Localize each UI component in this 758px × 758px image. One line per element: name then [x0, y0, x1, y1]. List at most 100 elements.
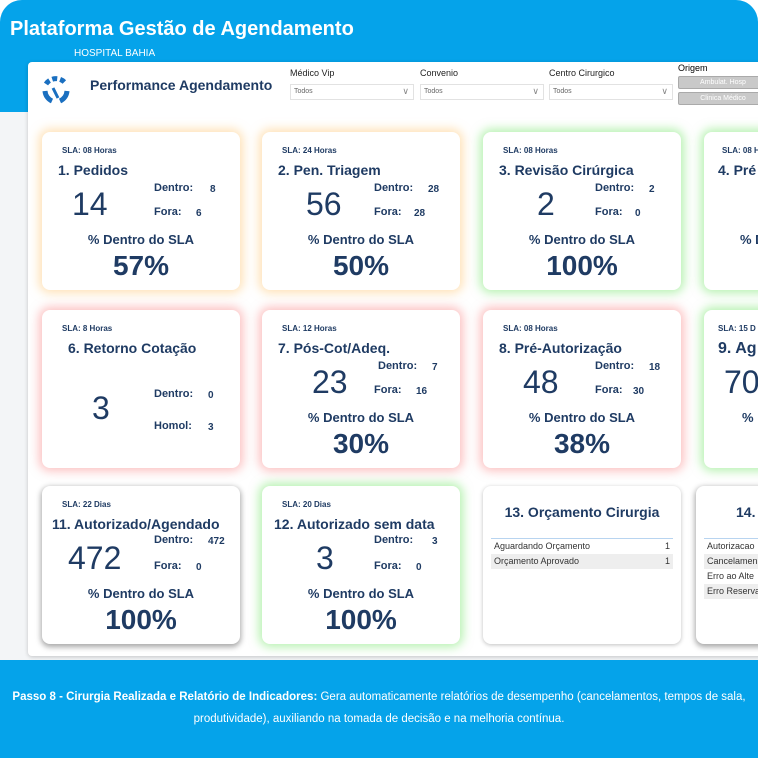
card-text: 6 [196, 208, 202, 219]
card-text: 38% [553, 428, 611, 459]
card-text: Dentro: [595, 360, 635, 372]
card-text: SLA: 08 H [722, 146, 758, 155]
card-text: 8. Pré-Autorização [499, 340, 622, 356]
dashboard-panel: Performance Agendamento Médico Vip Todos ∨… [28, 62, 758, 656]
card-text: Dentro: [154, 182, 194, 194]
origem-clinica-button[interactable]: Clinica Médico [678, 92, 758, 105]
card-text: SLA: 12 Horas [282, 324, 337, 333]
filter-label: Origem [678, 63, 708, 73]
card-text: 4. Pré [718, 162, 757, 178]
card-text: SLA: 08 Horas [503, 324, 558, 333]
row-value: 1 [664, 556, 670, 566]
select-value: Todos [553, 88, 572, 95]
kpi-card-4[interactable]: SLA: 08 H4. Pré 1 % D [704, 132, 758, 290]
card-text: 100% [105, 604, 177, 635]
card-text: Dentro: [378, 360, 418, 372]
card-text: Dentro: [154, 388, 194, 400]
card-text: 3 [316, 540, 334, 576]
card-text: 57% [112, 250, 170, 281]
row-label: Erro ao Alte [707, 571, 755, 581]
card-text: 13. Orçamento Cirurgia [504, 504, 660, 520]
row-value: 1 [664, 541, 670, 551]
card-text: 7 [432, 362, 438, 373]
card-text: 0 [635, 208, 641, 219]
card-text: 2. Pen. Triagem [278, 162, 381, 178]
filter-convenio: Convenio Todos ∨ [420, 68, 544, 100]
card-text: % Dentro do SLA [307, 586, 415, 601]
card-text: 12. Autorizado sem data [274, 516, 435, 532]
card-text: % Dentro do SLA [528, 410, 636, 425]
logo-icon [42, 76, 70, 104]
kpi-card-9[interactable]: SLA: 15 D 9. Ag 70 % [704, 310, 758, 468]
kpi-card-retorno-cotacao[interactable]: SLA: 8 Horas 6. Retorno Cotação 3 Dentro:… [42, 310, 240, 468]
card-text: SLA: 24 Horas [282, 146, 337, 155]
table-row[interactable]: Erro Reserva [704, 584, 758, 599]
kpi-card-revisao-cirurgica[interactable]: SLA: 08 Horas 3. Revisão Cirúrgica 2 Dent… [483, 132, 681, 290]
filter-origem: Origem Ambulat. Hosp Clinica Médico [678, 63, 758, 105]
kpi-card-pen-triagem[interactable]: SLA: 24 Horas 2. Pen. Triagem 56 Dentro: 2… [262, 132, 460, 290]
card-text: 2 [537, 186, 555, 222]
table-row[interactable]: Erro ao Alte [704, 569, 758, 584]
origem-ambulat-button[interactable]: Ambulat. Hosp [678, 76, 758, 89]
medico-vip-select[interactable]: Todos ∨ [290, 84, 414, 100]
card-text: SLA: 08 Horas [62, 146, 117, 155]
card-text: SLA: 8 Horas [62, 324, 113, 333]
card-text: SLA: 20 Dias [282, 500, 331, 509]
card-text: 18 [649, 362, 661, 373]
card-text: Homol: [154, 420, 192, 432]
card-text: 28 [414, 208, 426, 219]
card-text: Fora: [374, 206, 402, 218]
filter-label: Convenio [420, 68, 459, 78]
caption-heading: Passo 8 - Cirurgia Realizada e Relatório… [12, 691, 318, 703]
dashboard-title: Performance Agendamento [90, 77, 273, 93]
filter-label: Médico Vip [290, 68, 335, 78]
card-text: 16 [416, 386, 428, 397]
card-text: 3 [432, 536, 438, 547]
card-text: 472 [208, 536, 225, 547]
table-row[interactable]: Cancelamen [704, 554, 758, 569]
card-text: SLA: 08 Horas [503, 146, 558, 155]
card-text: 28 [428, 184, 440, 195]
card-text: 30 [633, 386, 645, 397]
card-text: Dentro: [374, 534, 414, 546]
filter-label: Centro Cirurgico [549, 68, 615, 78]
card-text: 9. Ag [718, 340, 757, 357]
row-label: Cancelamen [707, 556, 758, 566]
filter-medico-vip: Médico Vip Todos ∨ [290, 68, 414, 100]
card-text: Dentro: [374, 182, 414, 194]
card-text: 100% [325, 604, 397, 635]
select-value: Todos [294, 88, 313, 95]
row-label: Orçamento Aprovado [494, 556, 580, 566]
card-text: Dentro: [154, 534, 194, 546]
convenio-select[interactable]: Todos ∨ [420, 84, 544, 100]
centro-cirurgico-select[interactable]: Todos ∨ [549, 84, 673, 100]
table-row[interactable]: Orçamento Aprovado 1 [491, 554, 673, 569]
card-text: 8 [210, 184, 216, 195]
table-14: Autorizacao Cancelamen Erro ao Alte Erro… [704, 538, 758, 599]
kpi-card-pos-cot[interactable]: SLA: 12 Horas 7. Pós-Cot/Adeq. 23 Dentro:… [262, 310, 460, 468]
table-row[interactable]: Autorizacao [704, 539, 758, 554]
kpi-card-pre-autorizacao[interactable]: SLA: 08 Horas 8. Pré-Autorização 48 Dentr… [483, 310, 681, 468]
card-text: % Dentro do SLA [528, 232, 636, 247]
card-text: 0 [416, 562, 422, 573]
row-label: Autorizacao [707, 541, 755, 551]
row-label: Erro Reserva [707, 586, 758, 596]
table-card-orcamento: 13. Orçamento Cirurgia Aguardando Orçame… [483, 486, 681, 644]
card-text: 1. Pedidos [58, 162, 129, 178]
select-value: Todos [424, 88, 443, 95]
kpi-card-pedidos[interactable]: SLA: 08 Horas 1. Pedidos 14 Dentro: 8 Fora… [42, 132, 240, 290]
card-text: Dentro: [595, 182, 635, 194]
card-text: 7. Pós-Cot/Adeq. [278, 340, 391, 356]
card-text: 3. Revisão Cirúrgica [499, 162, 634, 178]
kpi-card-autorizado-agendado[interactable]: SLA: 22 Dias 11. Autorizado/Agendado 472 … [42, 486, 240, 644]
row-label: Aguardando Orçamento [494, 541, 591, 551]
card-text: SLA: 22 Dias [62, 500, 111, 509]
kpi-card-autorizado-sem-data[interactable]: SLA: 20 Dias 12. Autorizado sem data 3 De… [262, 486, 460, 644]
card-text: % Dentro do SLA [307, 232, 415, 247]
caption-text: Gera automaticamente relatórios de desem… [193, 691, 746, 725]
table-row[interactable]: Aguardando Orçamento 1 [491, 539, 673, 554]
card-text: Fora: [374, 384, 402, 396]
card-text: Fora: [595, 206, 623, 218]
card-text: 100% [546, 250, 618, 281]
card-text: Fora: [374, 560, 402, 572]
